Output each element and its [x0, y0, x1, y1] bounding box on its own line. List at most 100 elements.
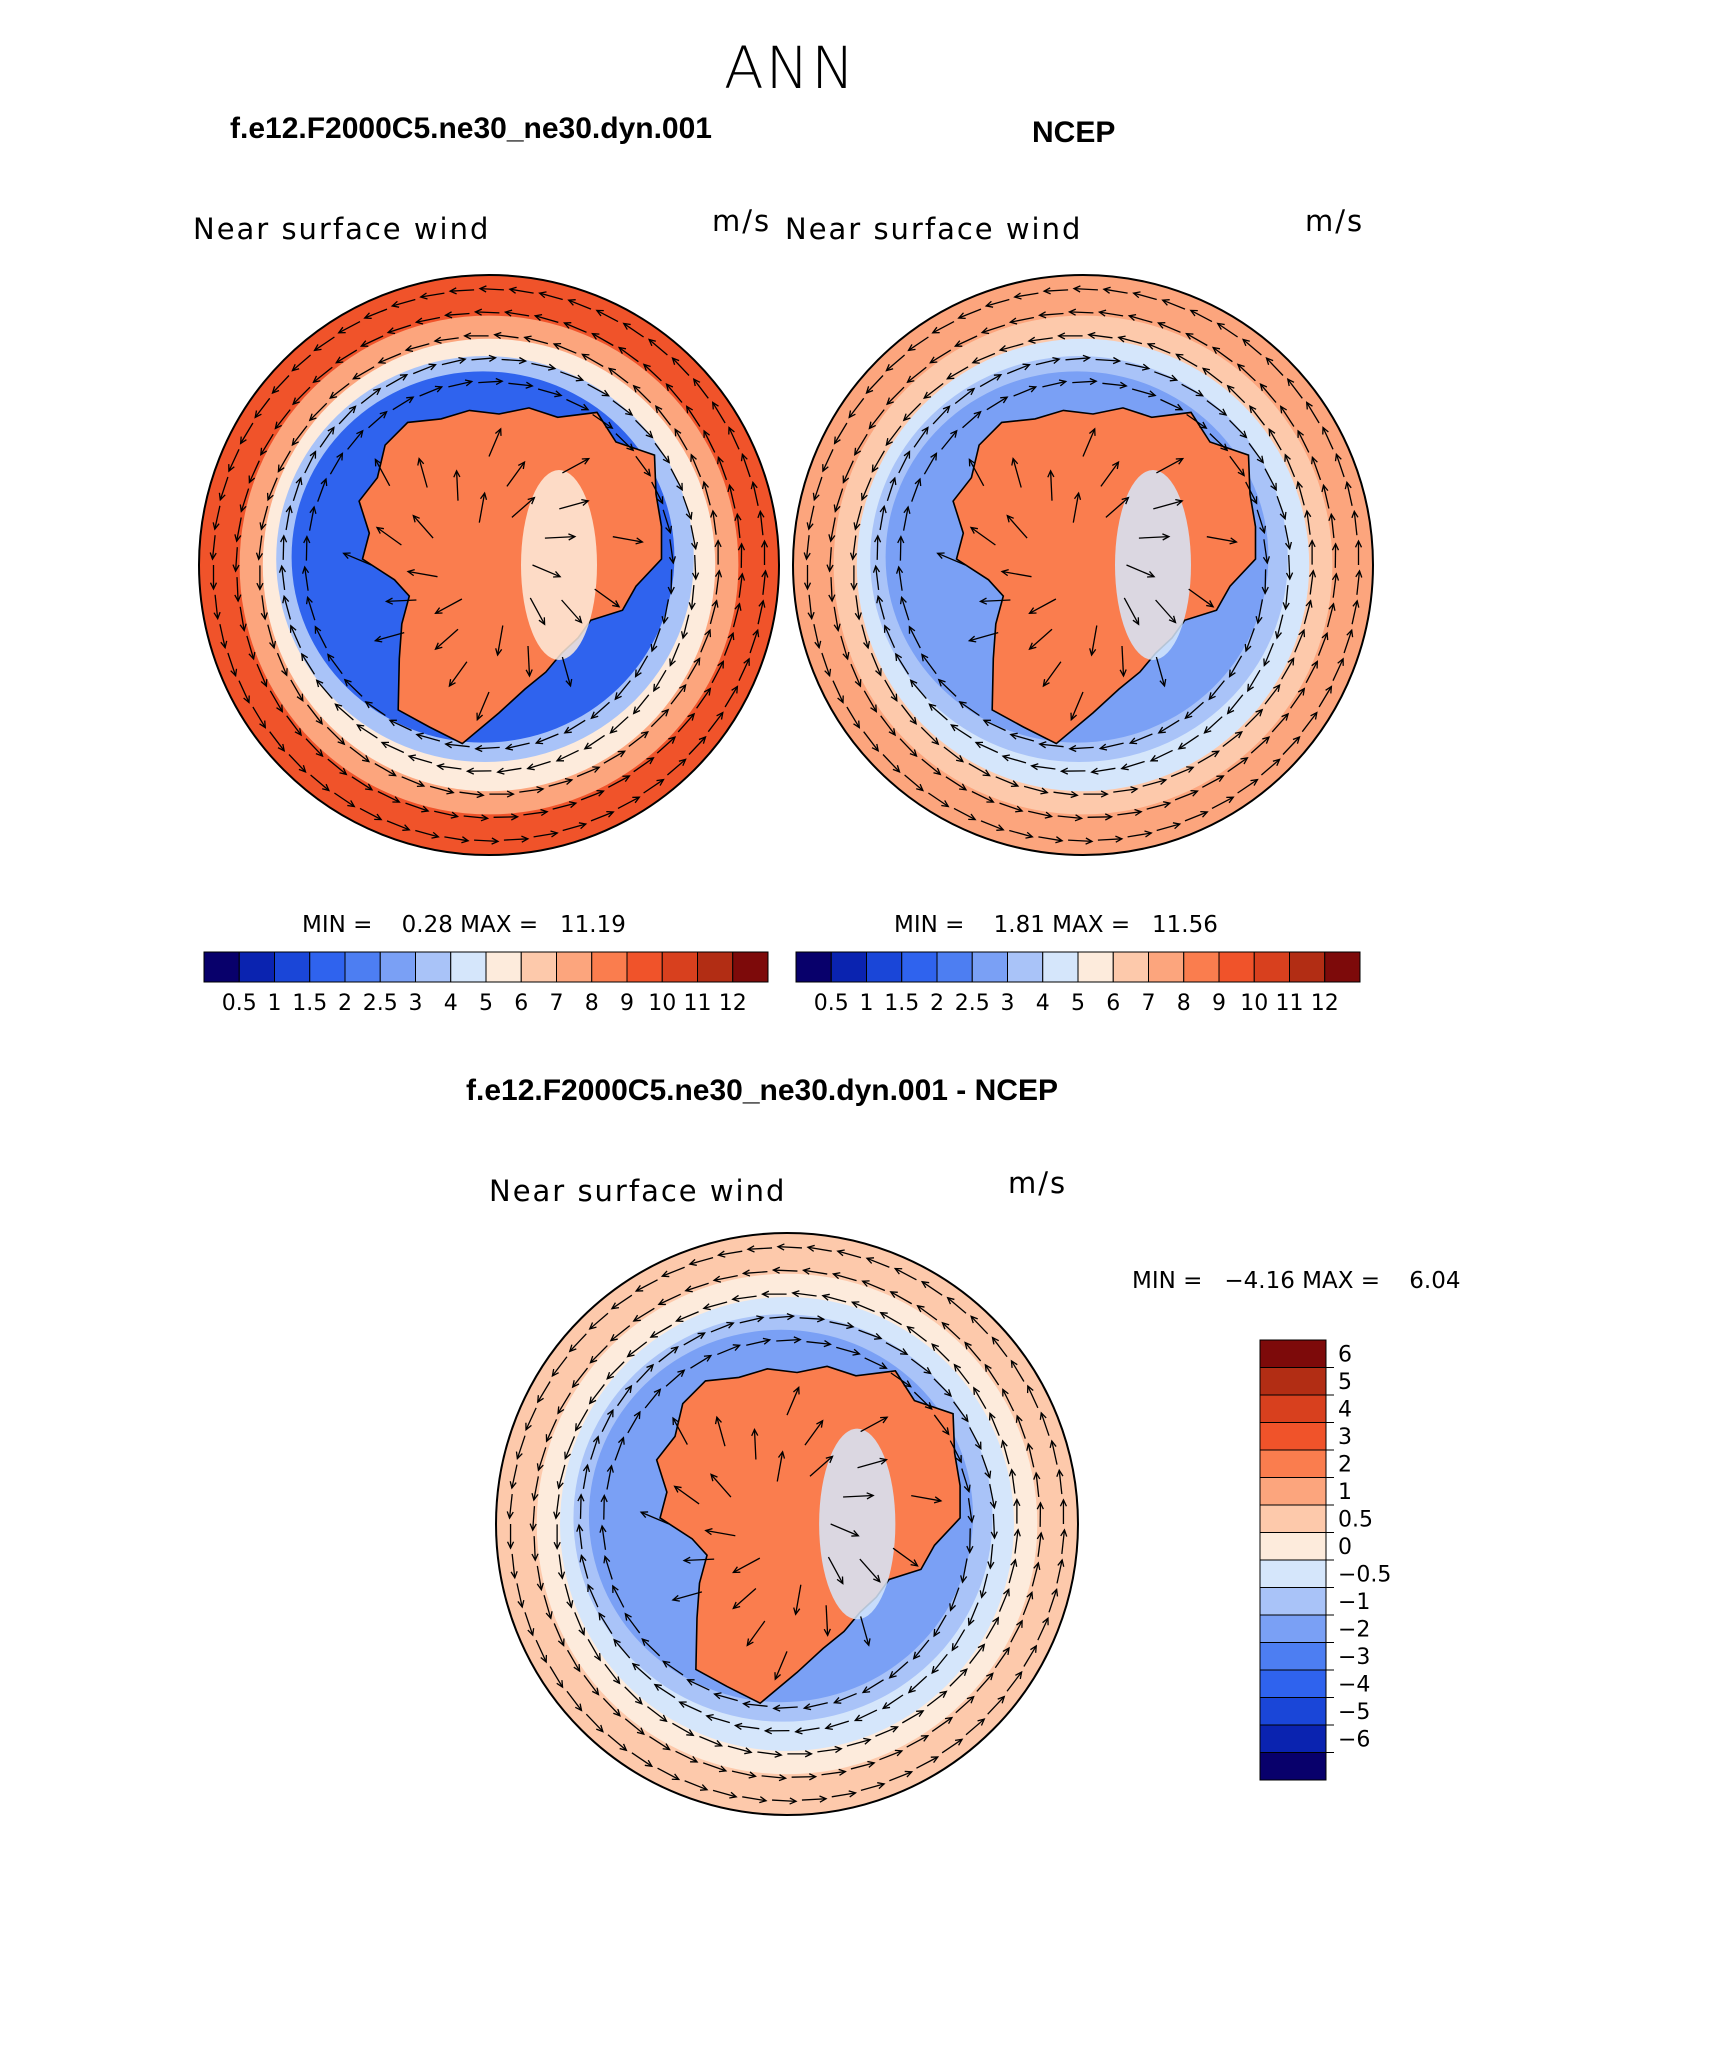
wind-arrow-head	[606, 1408, 614, 1418]
wind-arrow	[670, 468, 683, 491]
wind-arrow	[653, 669, 667, 692]
wind-arrow-head	[577, 1493, 585, 1502]
wind-arrow	[543, 1594, 552, 1619]
wind-arrow	[852, 1301, 875, 1313]
colorbar-tick-label: 7	[1142, 991, 1156, 1016]
wind-arrow-head	[605, 421, 614, 429]
wind-arrow	[1053, 791, 1078, 796]
wind-arrow-head	[576, 1523, 584, 1532]
wind-arrow-head	[802, 1703, 812, 1711]
wind-arrow	[879, 506, 885, 531]
wind-arrow-head	[314, 625, 322, 634]
colorbar-box	[795, 951, 832, 983]
colorbar-box	[1148, 951, 1185, 983]
panel-title-diff: f.e12.F2000C5.ne30_ne30.dyn.001 - NCEP	[466, 1074, 1058, 1107]
wind-arrow	[1118, 336, 1143, 345]
wind-arrow	[732, 1295, 757, 1300]
wind-arrow	[240, 422, 254, 444]
wind-arrow-head	[218, 492, 226, 502]
wind-arrow	[1201, 775, 1224, 788]
wind-arrow-head	[374, 458, 382, 467]
wind-arrow-head	[865, 386, 874, 395]
wind-arrow	[314, 336, 335, 351]
wind-arrow-head	[632, 796, 641, 804]
wind-arrow-head	[365, 783, 374, 791]
wind-arrow-head	[885, 363, 894, 372]
wind-arrow-head	[776, 1243, 785, 1251]
wind-arrow	[624, 1613, 641, 1634]
wind-arrow-head	[566, 1600, 574, 1609]
wind-arrow-head	[852, 1348, 861, 1356]
wind-arrow	[501, 358, 526, 362]
wind-arrow	[614, 1437, 625, 1461]
colorbar-tick-label: 1.5	[292, 991, 327, 1016]
colorbar-model: 0.5 1 1.5 2 2.5 3 4 5 6 7 8 9 10 11 12	[203, 951, 769, 1016]
colorbar-tick-label: 9	[1212, 991, 1226, 1016]
wind-arrow	[702, 1762, 727, 1772]
wind-arrow-head	[945, 372, 955, 380]
colorbar-tick-label: −5	[1338, 1700, 1370, 1725]
wind-arrow-head	[1148, 390, 1157, 398]
wind-arrow	[1009, 829, 1033, 838]
wind-arrow-head	[803, 552, 811, 561]
wind-arrow-head	[1328, 512, 1336, 522]
wind-arrow	[1022, 1592, 1033, 1616]
wind-arrow	[544, 535, 575, 539]
wind-arrow	[947, 1297, 967, 1314]
wind-arrow-head	[1211, 750, 1221, 758]
wind-arrow	[749, 629, 759, 654]
wind-arrow	[545, 1419, 558, 1442]
wind-arrow	[258, 535, 263, 560]
wind-arrow-head	[1033, 1561, 1041, 1570]
wind-arrow	[886, 477, 896, 502]
wind-arrow-head	[1026, 1384, 1034, 1394]
wind-arrow-head	[671, 357, 680, 365]
units-label-obs: m/s	[1305, 204, 1365, 238]
wind-arrow-head	[276, 704, 284, 713]
wind-arrow	[877, 596, 886, 620]
wind-arrow-head	[379, 410, 388, 419]
wind-arrow-head	[564, 1451, 571, 1461]
wind-arrow	[662, 509, 672, 533]
wind-arrow	[889, 1661, 909, 1679]
wind-arrow-head	[552, 342, 562, 350]
wind-arrow-head	[873, 1574, 881, 1583]
wind-arrow	[890, 1372, 912, 1388]
wind-arrow	[572, 1367, 589, 1388]
wind-arrow-head	[828, 534, 836, 543]
wind-arrow-head	[929, 356, 938, 364]
wind-arrow-head	[671, 1773, 681, 1781]
wind-arrow	[989, 1544, 994, 1569]
wind-arrow-head	[1042, 1616, 1049, 1626]
wind-arrow-head	[933, 767, 942, 776]
wind-arrow-head	[1128, 737, 1138, 745]
wind-arrow-head	[1346, 628, 1354, 638]
wind-arrow	[903, 402, 922, 421]
colorbar-tick-label: 11	[1276, 991, 1304, 1016]
wind-arrow-head	[1042, 678, 1050, 688]
wind-arrow-head	[974, 1441, 982, 1450]
wind-arrow-head	[374, 813, 383, 821]
wind-arrow	[809, 1455, 833, 1477]
wind-arrow	[532, 1506, 536, 1531]
wind-arrow	[1147, 343, 1171, 354]
wind-arrow	[683, 1332, 705, 1346]
wind-arrow-head	[794, 1727, 803, 1735]
wind-arrow	[911, 478, 921, 502]
wind-arrow-head	[1008, 317, 1018, 325]
wind-arrow-head	[1089, 648, 1097, 657]
wind-arrow	[658, 1346, 679, 1363]
wind-arrow	[875, 566, 880, 590]
wind-arrow-head	[375, 526, 385, 534]
wind-arrow	[999, 343, 1024, 351]
colorbar-box	[1253, 951, 1290, 983]
wind-arrow	[1326, 603, 1335, 628]
wind-arrow	[834, 1692, 857, 1704]
wind-arrow	[310, 774, 330, 791]
wind-arrow-head	[515, 1451, 523, 1460]
wind-arrow-head	[1028, 642, 1037, 651]
colorbar-box	[1259, 1642, 1327, 1671]
wind-arrow-head	[239, 504, 247, 513]
wind-arrow	[1237, 779, 1258, 794]
wind-arrow	[967, 1498, 973, 1523]
